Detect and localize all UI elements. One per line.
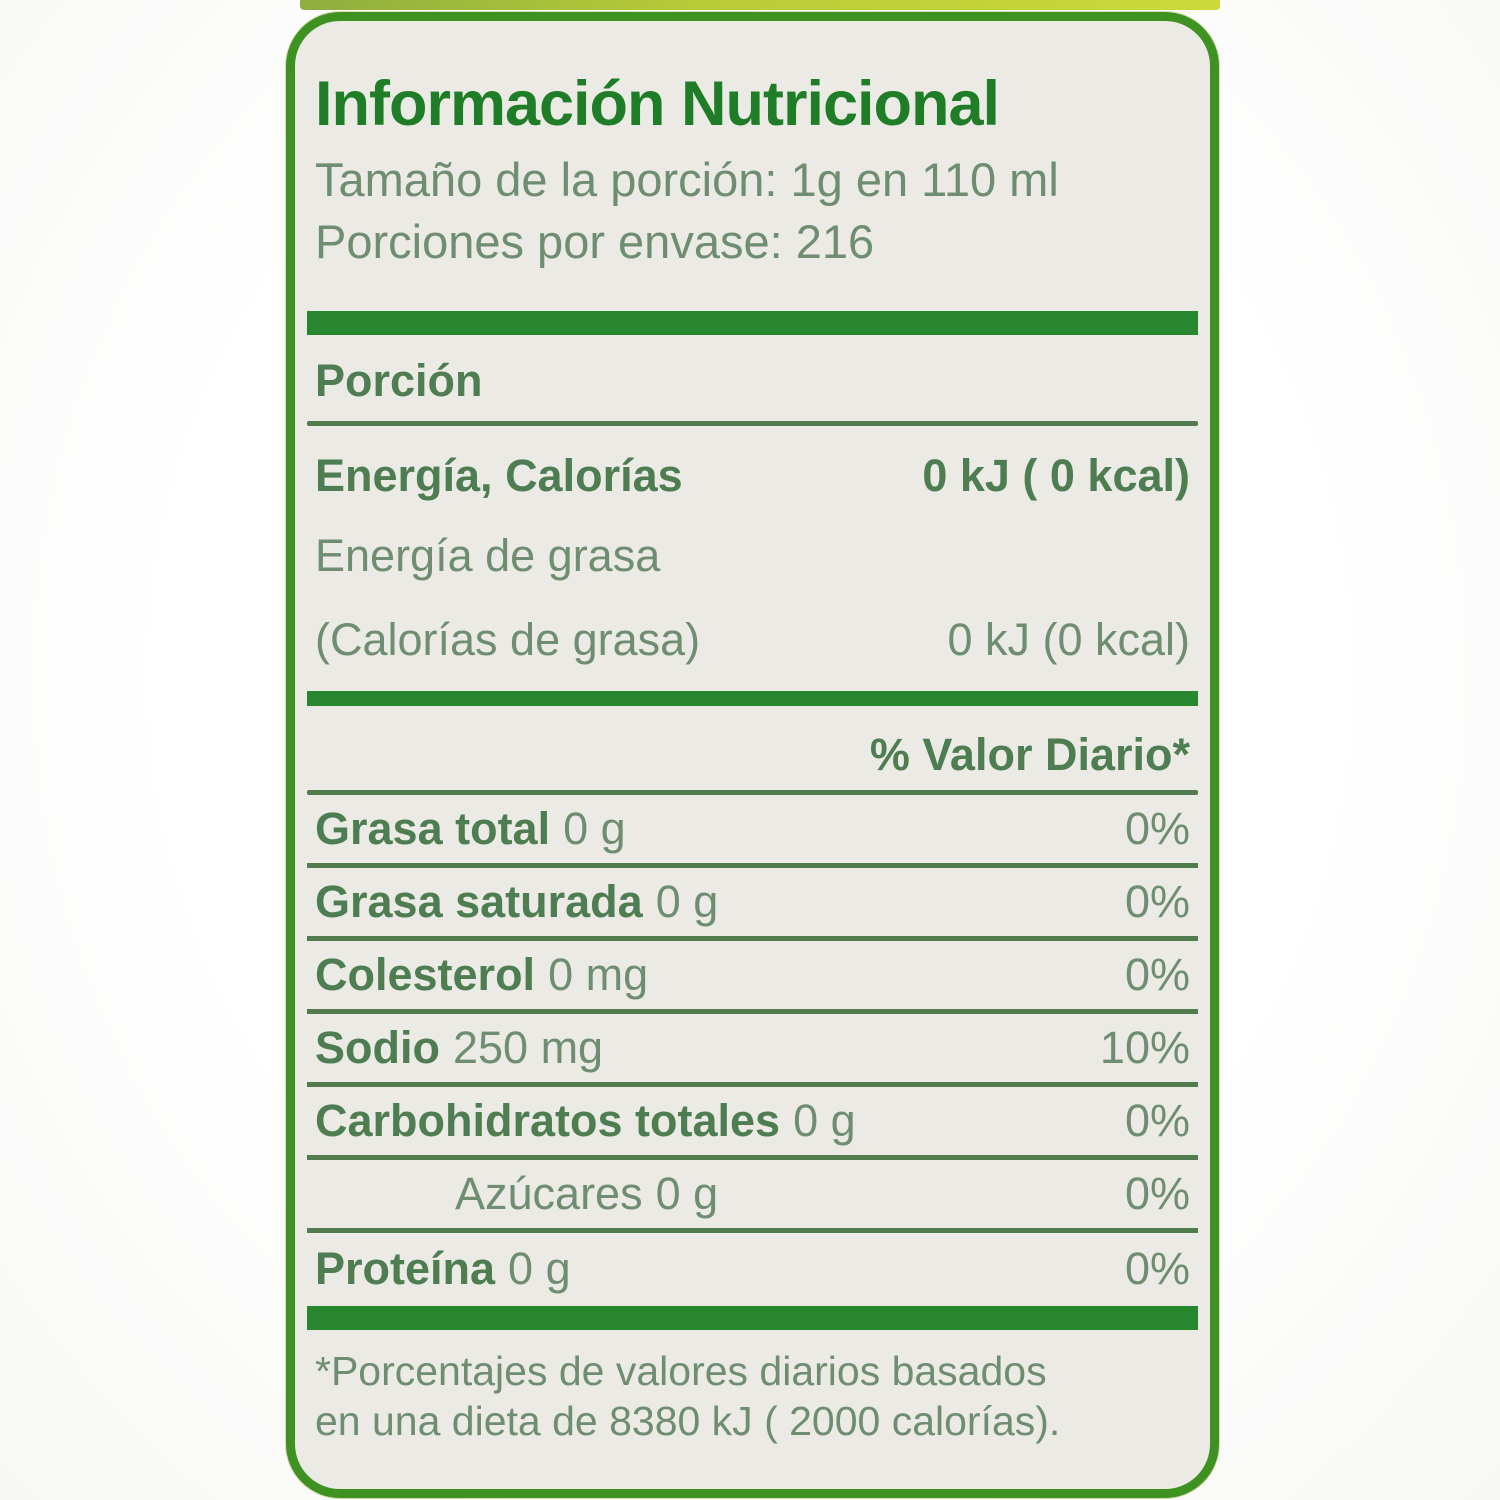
nutrient-amount: 0 g xyxy=(508,1243,571,1295)
nutrient-amount: 0 g xyxy=(563,802,626,854)
nutrient-amount: 250 mg xyxy=(452,1021,604,1073)
nutrient-daily-value: 0% xyxy=(1124,1243,1190,1295)
nutrient-name: Colesterol xyxy=(315,948,536,1000)
servings-per-container-line: Porciones por envase: 216 xyxy=(315,214,875,268)
nutrient-daily-value: 0% xyxy=(1124,875,1190,927)
energy-calories-value: 0 kJ ( 0 kcal) xyxy=(922,450,1190,502)
nutrient-row-grasa-total: Grasa total 0 g 0% xyxy=(307,795,1198,868)
nutrition-label: Información Nutricional Tamaño de la por… xyxy=(286,12,1219,1498)
nutrient-name: Sodio xyxy=(315,1021,440,1073)
nutrient-daily-value: 0% xyxy=(1124,802,1190,854)
nutrient-name: Proteína xyxy=(315,1243,496,1295)
energy-fat-row: Energía de grasa xyxy=(307,529,1198,582)
thick-divider-top xyxy=(307,311,1198,336)
nutrient-amount: 0 g xyxy=(793,1094,856,1146)
energy-fat-label: Energía de grasa xyxy=(315,530,661,582)
nutrient-daily-value: 0% xyxy=(1124,948,1190,1000)
nutrient-row-proteina: Proteína 0 g 0% xyxy=(307,1233,1198,1306)
nutrient-name: Azúcares xyxy=(455,1167,643,1219)
label-title: Información Nutricional xyxy=(315,69,1000,139)
nutrient-daily-value: 0% xyxy=(1124,1167,1190,1219)
nutrient-amount: 0 g xyxy=(655,875,719,927)
footnote-line-1: *Porcentajes de valores diarios basados xyxy=(315,1347,1047,1394)
nutrient-name: Carbohidratos totales xyxy=(315,1094,781,1146)
nutrient-row-carbohidratos-totales: Carbohidratos totales 0 g 0% xyxy=(307,1087,1198,1160)
nutrient-daily-value: 0% xyxy=(1124,1094,1190,1146)
nutrient-row-sodio: Sodio 250 mg 10% xyxy=(307,1014,1198,1087)
nutrient-row-colesterol: Colesterol 0 mg 0% xyxy=(307,941,1198,1014)
calories-fat-row: (Calorías de grasa) 0 kJ (0 kcal) xyxy=(307,613,1198,666)
package-edge-strip xyxy=(300,0,1220,10)
calories-fat-label: (Calorías de grasa) xyxy=(315,614,701,666)
nutrient-row-grasa-saturada: Grasa saturada 0 g 0% xyxy=(307,868,1198,941)
energy-calories-label: Energía, Calorías xyxy=(315,450,683,502)
portion-section-header: Porción xyxy=(315,355,483,407)
daily-value-header: % Valor Diario* xyxy=(869,728,1190,780)
nutrient-name: Grasa saturada xyxy=(315,875,643,927)
thin-divider xyxy=(307,421,1198,427)
nutrient-row-azucares: Azúcares 0 g 0% xyxy=(307,1160,1198,1233)
footnote: *Porcentajes de valores diarios basados … xyxy=(307,1346,1198,1448)
footnote-line-2: en una dieta de 8380 kJ ( 2000 calorías)… xyxy=(315,1398,1061,1445)
calories-fat-value: 0 kJ (0 kcal) xyxy=(947,614,1190,666)
nutrient-amount: 0 g xyxy=(655,1167,719,1219)
thick-divider-bottom xyxy=(307,1305,1198,1330)
energy-calories-row: Energía, Calorías 0 kJ ( 0 kcal) xyxy=(307,449,1198,502)
serving-size-line: Tamaño de la porción: 1g en 110 ml xyxy=(315,153,1059,207)
nutrient-daily-value: 10% xyxy=(1099,1021,1190,1073)
nutrient-name: Grasa total xyxy=(315,802,551,854)
nutrient-amount: 0 mg xyxy=(548,948,649,1000)
medium-divider xyxy=(307,690,1198,706)
thin-divider xyxy=(307,789,1198,795)
